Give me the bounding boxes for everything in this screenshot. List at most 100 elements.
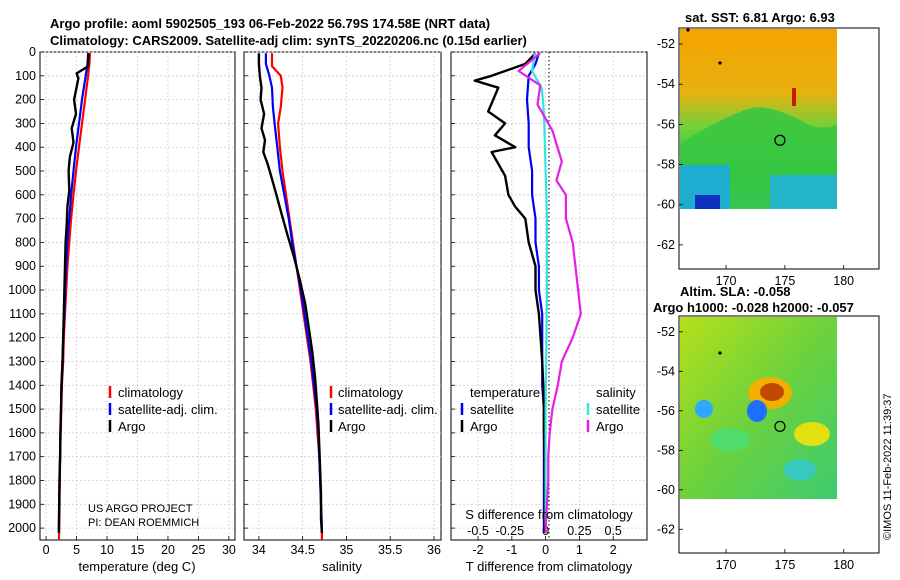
x-tick-label: 25 xyxy=(191,543,205,557)
salinity-axes-frame xyxy=(243,51,442,541)
x-tick-label: 35.5 xyxy=(378,543,402,557)
s-tick-label: -0.25 xyxy=(496,524,525,538)
map-lat-tick-label: -54 xyxy=(657,364,675,378)
temperature-legend: climatology satellite-adj. clim. Argo xyxy=(108,385,218,434)
t-difference-tick-labels: -2 -1 0 1 2 xyxy=(472,543,616,557)
map-lon-tick-label: 175 xyxy=(774,274,795,288)
s-tick-label: -0.5 xyxy=(467,524,489,538)
depth-tick-label: 300 xyxy=(15,116,36,130)
depth-tick-label: 600 xyxy=(15,188,36,202)
map-lat-tick-label: -62 xyxy=(657,238,675,252)
depth-tick-labels: 0 100 200 300 400 500 600 700 800 900 1000 1100 1200… xyxy=(8,45,36,535)
sla-map-ticks: 170 175 180 -52 -54 -56 -58 -60 -62 xyxy=(657,325,854,572)
map-lon-tick-label: 170 xyxy=(716,274,737,288)
series-line-argo xyxy=(57,53,90,533)
depth-tick-label: 1900 xyxy=(8,497,36,511)
x-tick-label: 20 xyxy=(161,543,175,557)
depth-tick-label: 2000 xyxy=(8,521,36,535)
map-lat-tick-label: -60 xyxy=(657,483,675,497)
map-lon-tick-label: 180 xyxy=(833,558,854,572)
depth-tick-label: 700 xyxy=(15,212,36,226)
map-lat-tick-label: -60 xyxy=(657,198,675,212)
argo-float-marker xyxy=(774,134,786,146)
x-tick-label: 15 xyxy=(131,543,145,557)
sst-field xyxy=(680,29,837,209)
depth-tick-label: 1700 xyxy=(8,450,36,464)
argo-float-marker xyxy=(774,420,786,433)
s-difference-axis-label: S difference from climatology xyxy=(465,507,633,522)
salinity-series xyxy=(257,53,324,540)
difference-series xyxy=(473,52,582,533)
x-tick-label: 34.5 xyxy=(290,543,314,557)
map-lon-tick-label: 180 xyxy=(833,274,854,288)
imos-timestamp: ©IMOS 11-Feb-2022 11:39:37 xyxy=(882,393,894,540)
s-tick-label: 0.5 xyxy=(605,524,622,538)
depth-tick-label: 1300 xyxy=(8,354,36,368)
depth-tick-label: 200 xyxy=(15,93,36,107)
legend-label-satellite: satellite-adj. clim. xyxy=(118,402,218,417)
salinity-panel: 34 34.5 35 35.5 36 salinity climatology sate… xyxy=(243,51,442,574)
sla-map-title: Altim. SLA: -0.058 xyxy=(680,284,791,299)
sla-field xyxy=(680,317,837,499)
depth-tick-label: 500 xyxy=(15,164,36,178)
x-tick-label: 34 xyxy=(252,543,266,557)
depth-tick-label: 400 xyxy=(15,140,36,154)
x-tick-label: -2 xyxy=(472,543,483,557)
salinity-axis-label: salinity xyxy=(322,559,362,574)
sla-low-center xyxy=(747,400,767,422)
temperature-panel: 0100200300400500600700800900100011001200… xyxy=(8,45,236,574)
sla-low-southeast xyxy=(784,459,816,481)
t-difference-axis-label: T difference from climatology xyxy=(466,559,633,574)
temperature-tick-labels: 0 5 10 15 20 25 30 xyxy=(43,543,236,557)
series-line-s-satellite xyxy=(530,53,549,533)
legend-label-climatology: climatology xyxy=(338,385,404,400)
map-lat-tick-label: -58 xyxy=(657,158,675,172)
sst-map-title: sat. SST: 6.81 Argo: 6.93 xyxy=(685,10,835,25)
map-lon-tick-label: 170 xyxy=(716,558,737,572)
legend-label-argo: Argo xyxy=(118,419,145,434)
legend-label-t-argo: Argo xyxy=(470,419,497,434)
temperature-difference-legend: temperature satellite Argo xyxy=(460,385,540,434)
figure-title-line2: Climatology: CARS2009. Satellite-adj cli… xyxy=(50,33,527,48)
depth-tick-label: 1400 xyxy=(8,378,36,392)
legend-label-s-satellite: satellite xyxy=(596,402,640,417)
legend-label-s-argo: Argo xyxy=(596,419,623,434)
legend-header-salinity: salinity xyxy=(596,385,636,400)
salinity-tick-labels: 34 34.5 35 35.5 36 xyxy=(252,543,441,557)
project-label: US ARGO PROJECT xyxy=(88,503,193,515)
x-tick-label: -1 xyxy=(506,543,517,557)
pi-label: PI: DEAN ROEMMICH xyxy=(88,517,199,529)
sla-map-dot xyxy=(718,351,722,355)
x-tick-label: 36 xyxy=(427,543,441,557)
salinity-difference-legend: salinity satellite Argo xyxy=(586,385,640,434)
map-lat-tick-label: -58 xyxy=(657,443,675,457)
legend-label-satellite: satellite-adj. clim. xyxy=(338,402,438,417)
s-tick-label: 0.25 xyxy=(567,524,591,538)
map-lat-tick-label: -54 xyxy=(657,77,675,91)
sst-warm-anomaly xyxy=(792,88,796,106)
x-tick-label: 0 xyxy=(542,543,549,557)
map-lat-tick-label: -52 xyxy=(657,325,675,339)
map-lat-tick-label: -56 xyxy=(657,404,675,418)
map-lat-tick-label: -62 xyxy=(657,522,675,536)
depth-tick-label: 0 xyxy=(29,45,36,59)
x-tick-label: 2 xyxy=(610,543,617,557)
depth-tick-label: 1000 xyxy=(8,283,36,297)
sst-map-panel: sat. SST: 6.81 Argo: 6.93 170 175 180 -52 -5… xyxy=(657,10,880,288)
x-tick-label: 30 xyxy=(222,543,236,557)
temperature-axis-label: temperature (deg C) xyxy=(78,559,195,574)
salinity-legend: climatology satellite-adj. clim. Argo xyxy=(329,385,438,434)
legend-label-climatology: climatology xyxy=(118,385,184,400)
depth-tick-label: 900 xyxy=(15,259,36,273)
series-line-s-argo xyxy=(517,52,582,533)
sla-high-east xyxy=(794,422,830,446)
sst-coldest-patch xyxy=(695,195,720,209)
depth-tick-label: 1600 xyxy=(8,426,36,440)
figure-title-line1: Argo profile: aoml 5902505_193 06-Feb-20… xyxy=(50,16,490,31)
sla-low-south xyxy=(710,428,750,452)
depth-tick-label: 1500 xyxy=(8,402,36,416)
sla-low-west xyxy=(695,400,713,418)
sla-map-panel: Altim. SLA: -0.058 Argo h1000: -0.028 h2… xyxy=(653,284,880,572)
depth-tick-label: 1200 xyxy=(8,331,36,345)
